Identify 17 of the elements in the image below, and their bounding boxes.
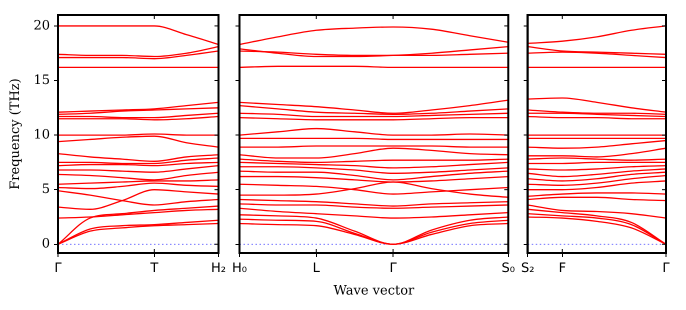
- x-tick-label: S₀: [502, 261, 516, 276]
- x-tick-label: H₀: [232, 261, 247, 276]
- x-tick-label: Γ: [662, 261, 670, 276]
- y-axis-title: Frequency (THz): [8, 78, 24, 190]
- x-tick-label: T: [149, 261, 158, 276]
- x-tick-label: L: [312, 261, 321, 276]
- y-tick-label: 20: [33, 18, 50, 34]
- x-tick-label: Γ: [389, 261, 398, 276]
- y-tick-label: 0: [42, 236, 50, 252]
- y-tick-label: 5: [42, 182, 50, 198]
- y-tick-label: 10: [33, 127, 50, 142]
- y-tick-label: 15: [33, 72, 50, 88]
- x-axis-title: Wave vector: [334, 284, 416, 299]
- x-tick-label: H₂: [211, 261, 226, 276]
- x-tick-label: S₂: [520, 261, 534, 276]
- x-tick-label: F: [558, 261, 566, 276]
- x-tick-label: Γ: [54, 261, 62, 276]
